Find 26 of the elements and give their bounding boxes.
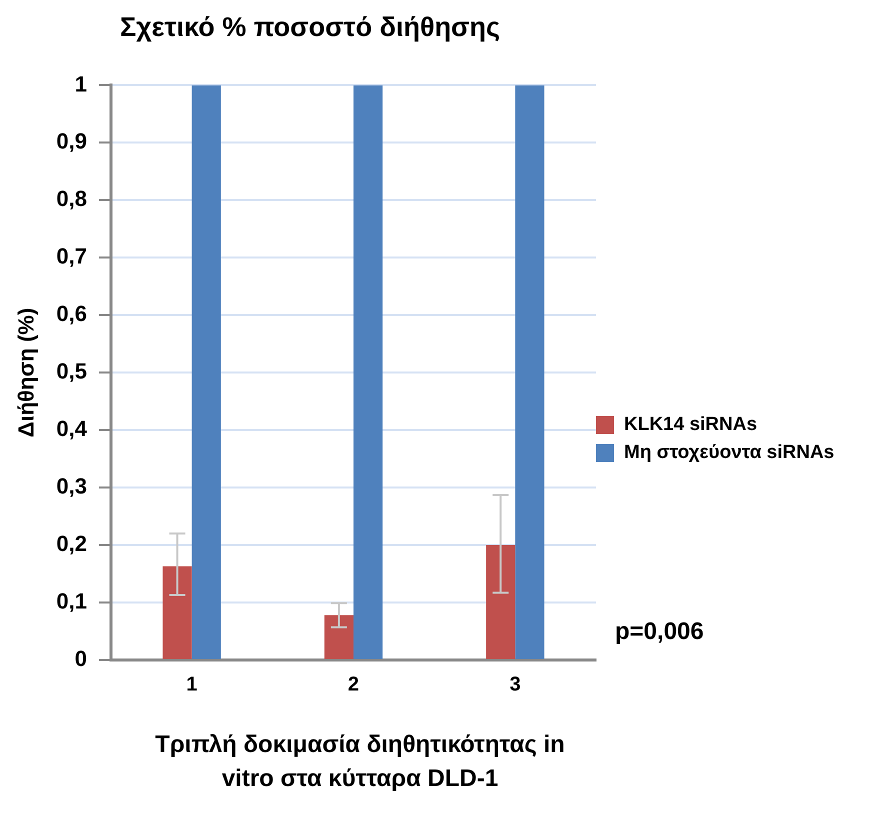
- y-tick-label: 0,5: [56, 358, 87, 384]
- bar: [353, 85, 383, 659]
- legend-label: Μη στοχεύοντα siRNAs: [624, 442, 834, 464]
- bar: [515, 85, 544, 659]
- y-tick-label: 0,2: [56, 531, 87, 556]
- y-tick-label: 0,7: [56, 244, 87, 269]
- y-axis-title: Διήθηση (%): [13, 308, 38, 438]
- legend-label: KLK14 siRNAs: [624, 414, 758, 436]
- y-tick-label: 1: [74, 71, 87, 96]
- x-tick-label: 1: [186, 674, 198, 696]
- x-axis-title: Τριπλή δοκιμασία διηθητικότητας in vitro στα κύτταρα DLD-1: [154, 730, 566, 794]
- y-tick-label: 0,4: [56, 416, 88, 442]
- bar: [162, 566, 192, 659]
- y-tick-label: 0,8: [56, 186, 87, 212]
- y-tick-label: 0: [74, 646, 87, 672]
- y-tick-label: 0,3: [56, 474, 87, 499]
- x-tick-label: 3: [510, 674, 521, 696]
- y-tick-label: 0,1: [56, 588, 87, 614]
- y-tick-label: 0,6: [56, 301, 87, 326]
- x-tick-label: 2: [348, 674, 360, 696]
- bar: [192, 85, 221, 659]
- chart-title: Σχετικό % ποσοστό διήθησης: [118, 12, 502, 43]
- text: p=0,006: [615, 618, 704, 646]
- bar: [324, 615, 354, 659]
- bar: [486, 545, 516, 659]
- y-tick-label: 0,9: [56, 128, 87, 154]
